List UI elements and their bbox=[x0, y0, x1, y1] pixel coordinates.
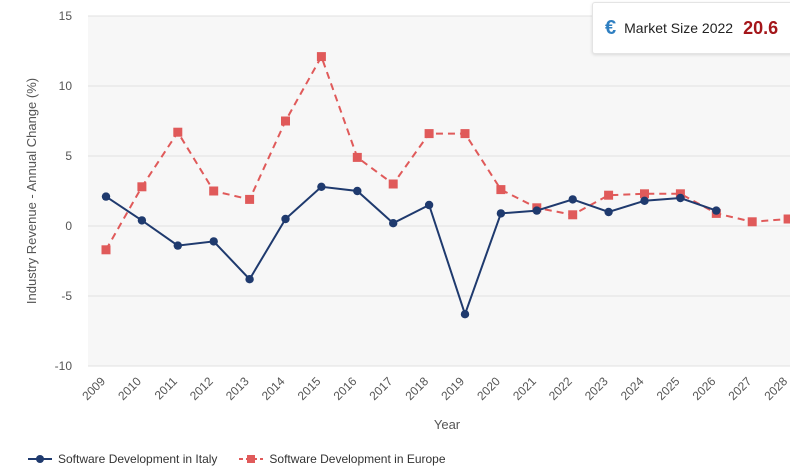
x-tick-labels: 2009 2010 2011 2012 2013 2014 2015 2016 2017 2018… bbox=[79, 374, 790, 403]
data-point-europe[interactable] bbox=[281, 116, 290, 126]
y-tick-label: -5 bbox=[61, 289, 72, 303]
data-point-italy[interactable] bbox=[245, 275, 254, 284]
x-tick-label: 2021 bbox=[510, 374, 539, 403]
x-tick-label: 2027 bbox=[726, 374, 755, 403]
data-point-italy[interactable] bbox=[712, 206, 721, 215]
data-point-italy[interactable] bbox=[353, 186, 362, 196]
y-tick-label: 5 bbox=[65, 149, 72, 163]
data-point-italy[interactable] bbox=[209, 237, 218, 246]
market-size-value: 20.6 bbox=[743, 17, 779, 38]
legend-label-europe: Software Development in Europe bbox=[269, 452, 446, 466]
data-point-europe[interactable] bbox=[424, 129, 434, 139]
data-point-italy[interactable] bbox=[640, 196, 649, 205]
y-tick-label: -10 bbox=[55, 359, 73, 373]
series-layer bbox=[101, 52, 790, 319]
x-axis-label: Year bbox=[434, 417, 461, 432]
plot-area bbox=[88, 16, 790, 366]
data-point-europe[interactable] bbox=[209, 186, 219, 196]
series-line-europe bbox=[105, 54, 789, 251]
legend: Software Development in Italy Software D… bbox=[28, 452, 468, 466]
data-point-italy[interactable] bbox=[496, 209, 506, 218]
data-point-italy[interactable] bbox=[424, 200, 434, 210]
data-point-italy[interactable] bbox=[568, 195, 577, 204]
x-tick-label: 2025 bbox=[654, 374, 683, 403]
market-size-label: Market Size 2022 bbox=[624, 20, 734, 36]
legend-item-italy[interactable]: Software Development in Italy bbox=[28, 452, 217, 466]
data-point-italy[interactable] bbox=[173, 241, 182, 250]
data-point-italy[interactable] bbox=[532, 206, 541, 215]
x-tick-label: 2016 bbox=[331, 374, 360, 403]
x-tick-label: 2020 bbox=[474, 374, 503, 403]
x-tick-label: 2009 bbox=[79, 374, 108, 403]
data-point-europe[interactable] bbox=[352, 152, 362, 162]
data-point-europe[interactable] bbox=[137, 182, 147, 192]
data-point-europe[interactable] bbox=[604, 190, 614, 200]
legend-line-circle-icon bbox=[28, 455, 52, 463]
data-point-europe[interactable] bbox=[460, 129, 470, 139]
data-point-italy[interactable] bbox=[317, 182, 326, 191]
euro-icon: € bbox=[605, 16, 617, 39]
x-tick-label: 2017 bbox=[367, 374, 396, 403]
data-point-europe[interactable] bbox=[496, 185, 506, 195]
y-tick-labels: -10 -5 0 5 10 15 bbox=[55, 9, 73, 373]
data-point-europe[interactable] bbox=[101, 245, 111, 255]
data-point-europe[interactable] bbox=[173, 127, 183, 137]
x-tick-label: 2024 bbox=[618, 374, 647, 403]
data-point-italy[interactable] bbox=[676, 193, 685, 203]
data-point-italy[interactable] bbox=[460, 310, 470, 319]
x-tick-label: 2014 bbox=[259, 374, 288, 403]
data-point-europe[interactable] bbox=[640, 189, 649, 199]
data-point-italy[interactable] bbox=[101, 192, 111, 201]
data-point-europe[interactable] bbox=[388, 179, 398, 189]
data-point-europe[interactable] bbox=[316, 52, 326, 62]
x-tick-label: 2010 bbox=[115, 374, 144, 403]
data-point-europe[interactable] bbox=[245, 194, 255, 204]
x-tick-label: 2028 bbox=[761, 374, 790, 403]
data-point-europe[interactable] bbox=[568, 210, 578, 220]
x-tick-label: 2023 bbox=[582, 374, 611, 403]
series-line-italy bbox=[105, 185, 717, 318]
y-tick-label: 10 bbox=[59, 79, 73, 93]
legend-label-italy: Software Development in Italy bbox=[58, 452, 218, 466]
data-point-europe[interactable] bbox=[747, 217, 757, 227]
y-tick-label: 15 bbox=[59, 9, 73, 23]
x-tick-label: 2026 bbox=[690, 374, 719, 403]
data-point-italy[interactable] bbox=[281, 214, 290, 224]
y-tick-label: 0 bbox=[65, 219, 72, 233]
x-tick-label: 2022 bbox=[546, 374, 575, 403]
data-point-italy[interactable] bbox=[604, 207, 613, 217]
x-tick-label: 2018 bbox=[402, 374, 431, 403]
market-size-card[interactable]: € Market Size 2022 20.6 bbox=[592, 2, 790, 54]
data-point-europe[interactable] bbox=[783, 214, 790, 224]
y-axis-label: Industry Revenue - Annual Change (%) bbox=[24, 78, 39, 304]
data-point-italy[interactable] bbox=[389, 219, 398, 228]
x-tick-label: 2012 bbox=[187, 374, 216, 403]
x-tick-label: 2019 bbox=[438, 374, 467, 403]
legend-line-square-icon bbox=[239, 455, 264, 463]
data-point-italy[interactable] bbox=[137, 216, 147, 225]
x-tick-label: 2013 bbox=[223, 374, 252, 403]
legend-item-europe[interactable]: Software Development in Europe bbox=[239, 452, 446, 466]
x-tick-label: 2015 bbox=[295, 374, 324, 403]
x-tick-label: 2011 bbox=[152, 374, 180, 402]
